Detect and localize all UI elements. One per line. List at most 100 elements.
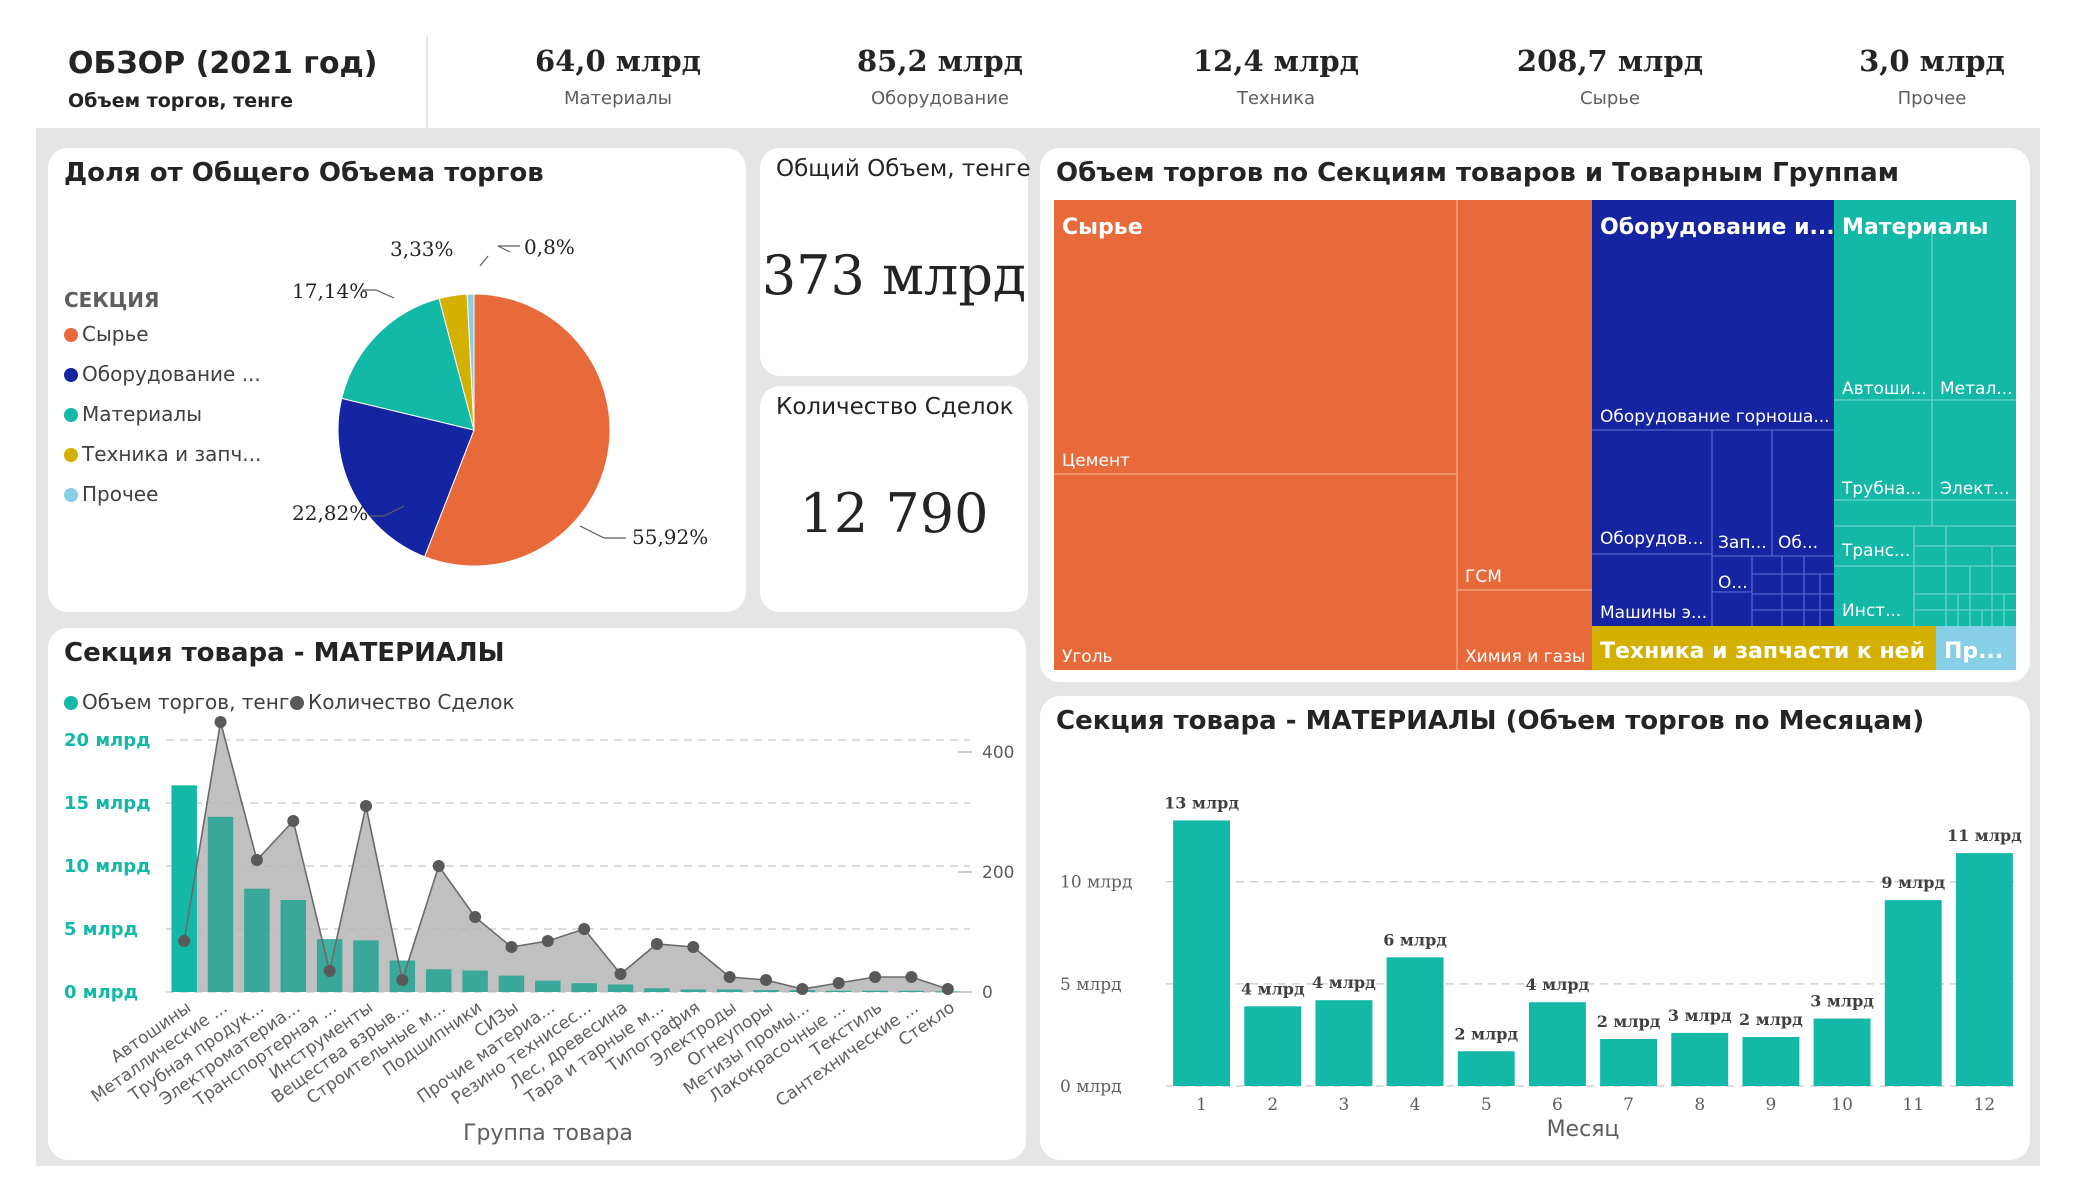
legend-dot: [64, 696, 78, 710]
volume-bar: [280, 900, 306, 992]
pie-slice[interactable]: [341, 297, 475, 431]
treemap-section-label: Материалы: [1842, 215, 1988, 240]
pie-label: 55,92%: [632, 525, 708, 549]
bar-data-label: 3 млрд: [1668, 1006, 1732, 1025]
legend-label: Материалы: [82, 402, 202, 426]
treemap-cell-label: Автоши...: [1842, 379, 1927, 399]
treemap-section-equipment[interactable]: [1592, 200, 1834, 626]
month-bar: [1244, 1006, 1302, 1086]
y-tick-label: 5 млрд: [64, 919, 138, 940]
legend-label: Сырье: [82, 322, 149, 346]
volume-bar: [680, 989, 706, 992]
pie-label: 17,14%: [292, 279, 368, 303]
treemap-section-raw[interactable]: [1054, 200, 1592, 670]
deals-count-value: 12 790: [799, 482, 989, 545]
deals-point: [796, 983, 809, 995]
y-tick-label: 15 млрд: [64, 793, 151, 814]
deals-point: [287, 815, 300, 827]
volume-bar: [426, 969, 452, 992]
bar-data-label: 2 млрд: [1739, 1010, 1803, 1029]
deals-point: [505, 941, 518, 953]
pie-slice[interactable]: [337, 397, 475, 558]
x-tick-label: 11: [1902, 1095, 1924, 1115]
kpi-materials[interactable]: 64,0 млрд Материалы: [468, 44, 768, 109]
combo-legend-item[interactable]: Количество Сделок: [290, 690, 515, 714]
volume-bar: [898, 990, 925, 992]
x-tick-label: 10: [1831, 1095, 1853, 1115]
deals-point: [650, 938, 663, 950]
pie-legend-item[interactable]: Сырье: [64, 322, 149, 346]
treemap-section-materials[interactable]: [1834, 200, 2016, 626]
combo-legend-item[interactable]: Объем торгов, тенге: [64, 690, 302, 714]
x-tick-label: 9: [1766, 1095, 1777, 1115]
treemap-section-tech[interactable]: [1592, 626, 1936, 670]
volume-bar: [753, 990, 779, 992]
deals-area: [184, 722, 948, 992]
month-bar: [1742, 1036, 1800, 1086]
bar-data-label: 4 млрд: [1526, 975, 1590, 994]
monthly-x-title: Месяц: [1547, 1117, 1620, 1142]
month-bar: [1386, 957, 1444, 1086]
treemap-card: Объем торгов по Секциям товаров и Товарн…: [1040, 148, 2030, 682]
deals-point: [941, 983, 954, 995]
deals-point: [723, 971, 736, 983]
month-bar: [1671, 1032, 1729, 1086]
volume-bar: [571, 983, 597, 992]
combo-chart[interactable]: 0 млрд 5 млрд 10 млрд 15 млрд 20 млрд 0 200 400…: [48, 628, 1026, 1160]
deals-point: [250, 854, 263, 866]
volume-bar: [644, 988, 670, 992]
pie-slice[interactable]: [423, 293, 611, 567]
kpi-label: Прочее: [1897, 88, 1967, 109]
pie-legend-item[interactable]: Прочее: [64, 482, 158, 506]
kpi-value: 85,2 млрд: [857, 44, 1023, 78]
month-bar: [1884, 900, 1942, 1086]
month-bar: [1600, 1039, 1658, 1086]
volume-bar: [716, 989, 743, 992]
y2-tick-label: 400: [982, 743, 1014, 763]
y-tick-label: 10 млрд: [64, 856, 151, 877]
y-tick-label: 0 млрд: [1060, 1077, 1122, 1097]
pie-label: 3,33%: [390, 237, 454, 261]
volume-bar: [462, 970, 488, 992]
kpi-raw[interactable]: 208,7 млрд Сырье: [1460, 44, 1760, 109]
kpi-equipment[interactable]: 85,2 млрд Оборудование: [790, 44, 1090, 109]
pie-legend-item[interactable]: Оборудование ...: [64, 362, 261, 386]
deals-point: [432, 860, 445, 872]
deals-line: [183, 721, 949, 990]
treemap-section-label: Оборудование и...: [1600, 215, 1835, 240]
materials-combo-card: Секция товара - МАТЕРИАЛЫ Объем торгов, …: [48, 628, 1026, 1160]
pie-legend-item[interactable]: Техника и запч...: [64, 442, 261, 466]
treemap-cell-label: О...: [1718, 573, 1748, 593]
treemap-chart[interactable]: Сырье Цемент Уголь ГСМ Химия и газы Обор…: [1040, 148, 2030, 682]
pie-legend-item[interactable]: Материалы: [64, 402, 202, 426]
x-tick-label: 7: [1623, 1095, 1634, 1115]
pie-chart[interactable]: 55,92% 22,82% 17,14% 3,33% 0,8%: [48, 148, 746, 612]
monthly-card: Секция товара - МАТЕРИАЛЫ (Объем торгов …: [1040, 696, 2030, 1160]
pie-slice[interactable]: [466, 293, 475, 431]
month-bar: [1528, 1002, 1586, 1086]
x-tick-label: 5: [1481, 1095, 1492, 1115]
y-tick-label: 10 млрд: [1060, 873, 1132, 893]
x-tick-label: 3: [1339, 1095, 1350, 1115]
legend-dot: [290, 696, 304, 710]
combo-title: Секция товара - МАТЕРИАЛЫ: [64, 638, 505, 668]
treemap-cell-label: Оборудов...: [1600, 529, 1704, 549]
kpi-other[interactable]: 3,0 млрд Прочее: [1782, 44, 2075, 109]
bar-data-label: 4 млрд: [1241, 979, 1305, 998]
volume-bar: [607, 984, 634, 992]
volume-bar: [498, 975, 525, 992]
deals-point: [905, 971, 918, 983]
page-subtitle: Объем торгов, тенге: [68, 90, 294, 112]
kpi-tech[interactable]: 12,4 млрд Техника: [1126, 44, 1426, 109]
kpi-label: Оборудование: [871, 88, 1009, 109]
y2-tick-label: 0: [982, 983, 993, 1003]
y-tick-label: 5 млрд: [1060, 975, 1122, 995]
kpi-label: Техника: [1236, 88, 1316, 109]
month-bar: [1173, 820, 1231, 1086]
deals-point: [323, 965, 336, 977]
kpi-label: Сырье: [1580, 88, 1640, 109]
treemap-section-other[interactable]: [1936, 626, 2016, 670]
treemap-title: Объем торгов по Секциям товаров и Товарн…: [1056, 158, 1899, 188]
bar-data-label: 11 млрд: [1947, 826, 2022, 845]
